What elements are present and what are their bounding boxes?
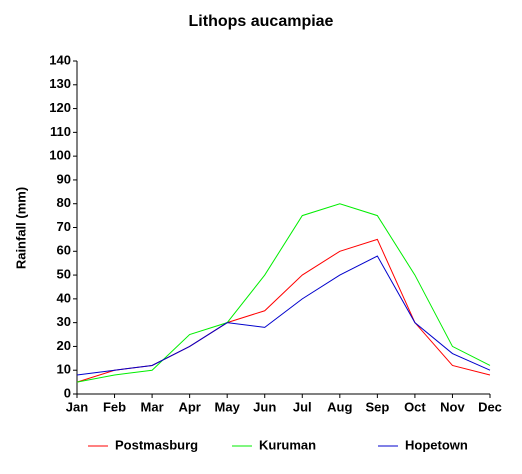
x-tick-label: Jul xyxy=(293,399,312,414)
legend-label: Hopetown xyxy=(405,437,468,452)
y-tick-label: 140 xyxy=(49,52,71,67)
y-tick-label: 100 xyxy=(49,148,71,163)
y-tick-label: 60 xyxy=(57,243,71,258)
x-tick-label: May xyxy=(215,399,241,414)
y-tick-label: 20 xyxy=(57,338,71,353)
x-tick-label: Jun xyxy=(253,399,276,414)
x-tick-label: Feb xyxy=(103,399,126,414)
series-line xyxy=(76,238,491,383)
x-tick-label: Dec xyxy=(478,399,502,414)
y-tick-label: 90 xyxy=(57,171,71,186)
x-tick-label: Sep xyxy=(365,399,389,414)
series-line xyxy=(76,255,491,376)
x-tick-label: Apr xyxy=(178,399,200,414)
x-tick-label: Mar xyxy=(141,399,164,414)
legend-label: Kuruman xyxy=(259,437,316,452)
y-axis-label: Rainfall (mm) xyxy=(13,187,28,269)
y-tick-label: 70 xyxy=(57,219,71,234)
x-tick-label: Nov xyxy=(440,399,465,414)
x-tick-label: Oct xyxy=(404,399,426,414)
y-tick-label: 50 xyxy=(57,267,71,282)
legend-label: Postmasburg xyxy=(115,437,198,452)
y-tick-label: 80 xyxy=(57,195,71,210)
y-tick-label: 130 xyxy=(49,76,71,91)
y-tick-label: 120 xyxy=(49,100,71,115)
x-tick-label: Aug xyxy=(327,399,352,414)
y-tick-label: 110 xyxy=(50,124,71,139)
y-tick-label: 40 xyxy=(57,290,71,305)
x-tick-label: Jan xyxy=(66,399,88,414)
y-tick-label: 10 xyxy=(57,362,71,377)
series-line xyxy=(76,203,491,383)
y-tick-label: 0 xyxy=(64,385,71,400)
y-tick-label: 30 xyxy=(57,314,71,329)
chart-title: Lithops aucampiae xyxy=(189,13,334,30)
